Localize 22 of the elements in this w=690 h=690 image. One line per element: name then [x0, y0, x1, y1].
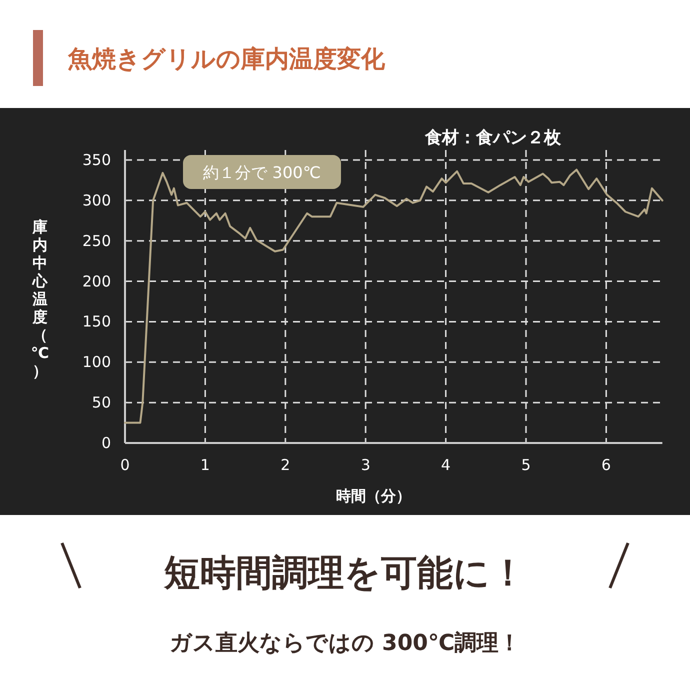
text: 庫内中心温度（℃） — [30, 218, 50, 380]
text: ガス直火ならではの 300℃調理！ — [169, 630, 521, 656]
x-tick-label: 6 — [601, 456, 611, 474]
x-tick-label: 2 — [280, 456, 290, 474]
y-tick-label: 0 — [101, 434, 111, 452]
x-tick-label: 3 — [360, 456, 370, 474]
x-tick-label: 1 — [200, 456, 210, 474]
y-tick-label: 350 — [82, 151, 111, 169]
y-tick-label: 250 — [82, 232, 111, 250]
y-tick-label: 100 — [82, 353, 111, 372]
x-tick-label: 0 — [120, 456, 130, 474]
text: 食材：食パン２枚 — [424, 128, 562, 148]
y-tick-label: 150 — [82, 312, 111, 331]
y-tick-label: 200 — [82, 272, 111, 290]
text: 短時間調理を可能に！ — [163, 552, 526, 594]
chart-title: 魚焼きグリルの庫内温度変化 — [67, 45, 386, 73]
x-axis-title: 時間（分） — [336, 487, 412, 505]
y-tick-label: 300 — [82, 191, 111, 210]
x-tick-label: 5 — [521, 456, 531, 474]
x-tick-label: 4 — [441, 456, 451, 474]
annotation: 約１分で 300℃ — [203, 163, 321, 182]
y-tick-label: 50 — [92, 394, 111, 412]
